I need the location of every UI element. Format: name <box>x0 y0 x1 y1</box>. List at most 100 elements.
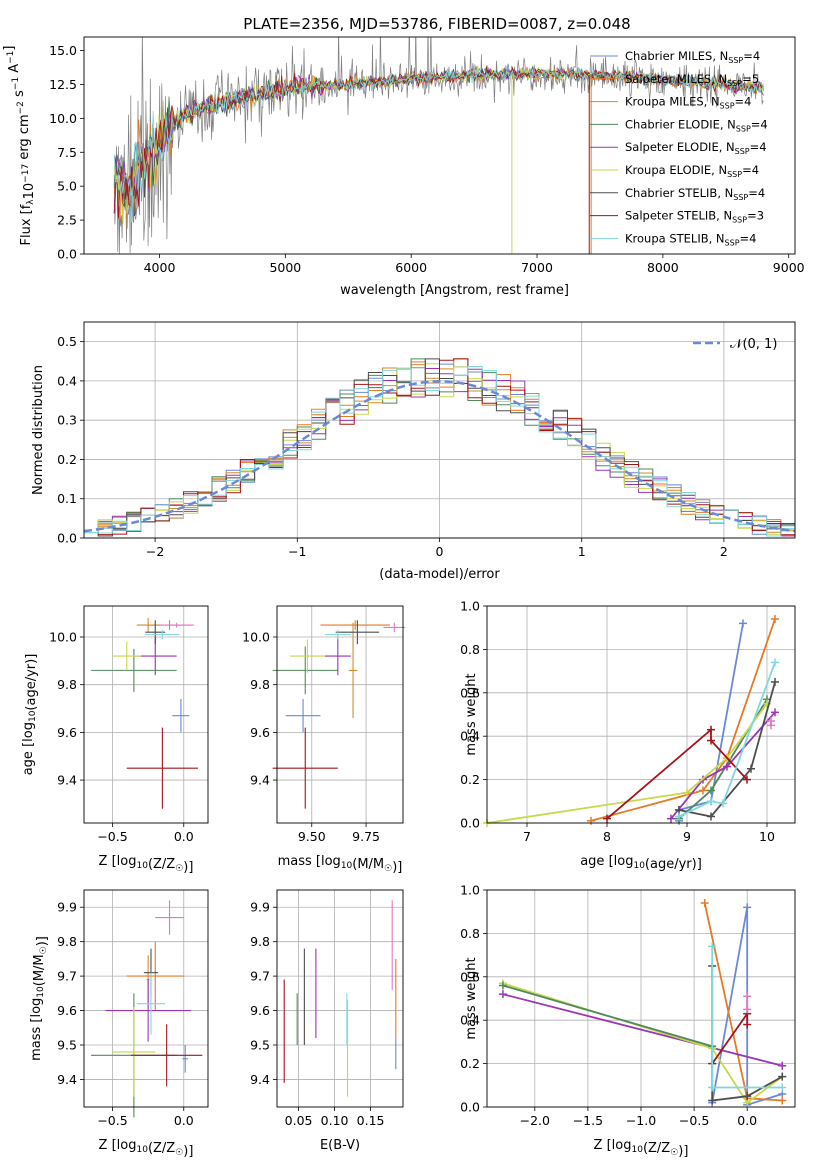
residual-histogram <box>84 358 795 536</box>
x-axis-label: age [log10(age/yr)] <box>580 854 702 872</box>
mass-vs-metallicity-panel: −0.5 0.09.49.59.69.79.89.9Z [log10(Z/Z☉)]… <box>29 889 209 1159</box>
legend-label-text: Kroupa MILES, N <box>625 95 720 109</box>
y-tick-label: 9.4 <box>250 1072 270 1087</box>
weight-series <box>502 993 783 1067</box>
axes-frame <box>83 321 796 539</box>
x-axis-label-part: (Z/Z <box>643 1141 670 1156</box>
x-axis-label-part: )] <box>183 860 193 875</box>
y-axis-label-part: A <box>7 64 22 77</box>
y-axis-label-part: mass [log <box>29 998 44 1061</box>
legend-label-text: Kroupa STELIB, N <box>625 231 725 245</box>
x-axis-label-part: ☉ <box>670 1148 678 1158</box>
y-tick-label: 0.2 <box>460 772 480 787</box>
y-axis-label-part: Flux [f <box>19 204 34 245</box>
y-axis-label-part: −1 <box>11 77 21 90</box>
legend-label-suffix: =4 <box>735 95 752 109</box>
mass-vs-extinction-panel: 0.05 0.10 0.15 9.4 9.5 9.6 9.7 9.8 9.9 E(B-V) <box>250 889 404 1153</box>
x-tick-label: 7 <box>523 829 531 844</box>
x-tick-label: 6000 <box>395 260 427 275</box>
legend-label: Chabrier MILES, NSSP=4 <box>625 49 760 65</box>
x-axis-label: wavelength [Angstrom, rest frame] <box>340 283 569 298</box>
x-tick-label: 0 <box>436 544 444 559</box>
legend-label: Chabrier STELIB, NSSP=4 <box>625 186 765 202</box>
y-axis-label: mass [log10(M/M☉)] <box>29 936 50 1061</box>
y-tick-label: 9.5 <box>57 1038 77 1053</box>
y-tick-label: 9.7 <box>250 969 270 984</box>
y-tick-label: 0.2 <box>57 452 77 467</box>
y-axis-label-part: age [log <box>21 722 36 775</box>
y-tick-label: 10.0 <box>49 111 77 126</box>
legend-label-text: Salpeter STELIB, N <box>625 209 732 223</box>
legend-label-sub: SSP <box>725 238 740 247</box>
y-tick-label: 9.4 <box>250 773 270 788</box>
x-axis-label-part: )] <box>392 860 402 875</box>
y-tick-label: 9.4 <box>57 1072 77 1087</box>
y-tick-label: 9.8 <box>57 677 77 692</box>
spectrum-lines <box>113 37 764 254</box>
y-tick-label: 0.8 <box>460 642 480 657</box>
model-spectrum <box>113 66 764 219</box>
observed-spectrum <box>113 37 764 254</box>
y-tick-label: 5.0 <box>57 179 77 194</box>
axes-frame <box>486 605 796 824</box>
x-tick-label: 8 <box>603 829 611 844</box>
y-tick-label: 1.0 <box>460 599 480 614</box>
y-tick-label: 0.4 <box>57 373 77 388</box>
y-axis-label-part: 10 <box>28 710 38 722</box>
y-tick-label: 9.8 <box>57 934 77 949</box>
y-tick-label: 0.0 <box>460 1100 480 1115</box>
y-tick-label: 9.6 <box>57 725 77 740</box>
legend-label-text: Kroupa ELODIE, N <box>625 163 727 177</box>
y-axis-label-part: (age/yr)] <box>24 654 39 711</box>
figure-title: PLATE=2356, MJD=53786, FIBERID=0087, z=0… <box>243 15 630 33</box>
y-tick-label: 0.5 <box>57 334 77 349</box>
x-axis-label-part: )] <box>183 1144 193 1159</box>
legend-label-suffix: =5 <box>742 72 759 86</box>
x-axis-label-part: 10 <box>341 861 353 871</box>
legend-label: 𝒩(0, 1) <box>730 337 777 352</box>
y-tick-label: 10.0 <box>242 630 270 645</box>
legend-label-text: Chabrier MILES, N <box>625 49 728 63</box>
y-axis-label-part: λ <box>26 199 36 205</box>
x-tick-label: 9 <box>683 829 691 844</box>
x-tick-label: 2 <box>720 544 728 559</box>
x-tick-label: 5000 <box>269 260 301 275</box>
y-tick-label: 0.1 <box>57 491 77 506</box>
weight-series <box>590 618 776 822</box>
y-tick-label: 0.2 <box>460 1056 480 1071</box>
y-axis-label-part: s <box>12 90 27 101</box>
y-axis-label-part: (M/M <box>32 954 47 986</box>
y-tick-label: 15.0 <box>49 43 77 58</box>
x-tick-label: 0.15 <box>357 1113 385 1128</box>
legend-label-text: Salpeter MILES, N <box>625 72 727 86</box>
x-axis-label-part: ☉ <box>175 864 183 874</box>
y-axis-label-part: erg cm <box>17 114 32 163</box>
legend-label: Salpeter ELODIE, NSSP=4 <box>625 140 767 156</box>
y-tick-label: 9.6 <box>57 1003 77 1018</box>
x-tick-label: 0.0 <box>174 1113 194 1128</box>
mass-weight-vs-metallicity-panel: −2.0 −1.5 −1.0 −0.5 0.0 0.0 0.2 0.4 0.6 0.8 1.0 Z [… <box>460 883 796 1159</box>
y-tick-label: 2.5 <box>57 213 77 228</box>
x-axis-label-part: ☉ <box>175 1148 183 1158</box>
legend-label-suffix: =4 <box>740 231 757 245</box>
y-axis-label-part: )] <box>35 936 50 946</box>
y-tick-label: 9.7 <box>57 969 77 984</box>
y-tick-label: 10.0 <box>49 630 77 645</box>
x-axis-label-part: 10 <box>136 1145 148 1155</box>
model-spectrum <box>113 68 764 223</box>
y-tick-label: 1.0 <box>460 883 480 898</box>
x-tick-label: −2 <box>146 544 164 559</box>
axes-frame <box>486 889 796 1108</box>
x-tick-label: 0.0 <box>737 1113 757 1128</box>
legend-label-sub: SSP <box>728 56 743 65</box>
y-tick-label: 0.4 <box>460 729 480 744</box>
x-axis-label: Z [log10(Z/Z☉)] <box>99 854 194 875</box>
legend-label-sub: SSP <box>732 216 747 225</box>
y-tick-label: 0.6 <box>460 969 480 984</box>
legend-label-suffix: =4 <box>748 186 765 200</box>
y-tick-label: 9.4 <box>57 773 77 788</box>
x-tick-label: −0.5 <box>679 1113 709 1128</box>
axes-frame <box>276 889 404 1108</box>
x-tick-label: 7000 <box>521 260 553 275</box>
